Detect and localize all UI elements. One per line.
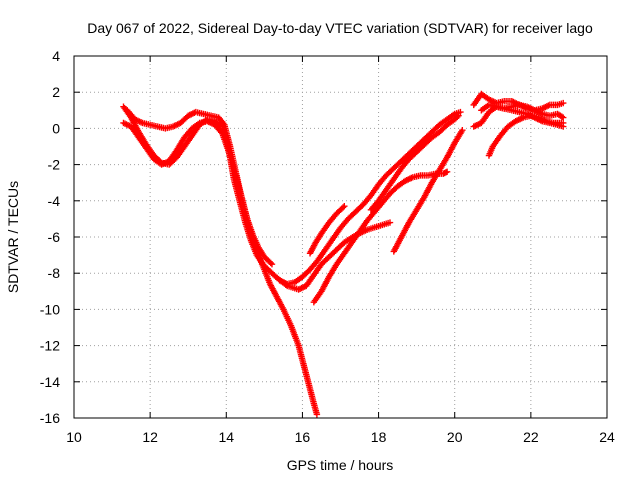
x-tick-label: 18 <box>371 429 387 445</box>
series-track-8 <box>367 112 462 214</box>
data-point <box>560 114 567 121</box>
x-tick-label: 24 <box>599 429 615 445</box>
y-tick-label: -16 <box>40 410 60 426</box>
x-tick-label: 12 <box>142 429 158 445</box>
x-tick-label: 14 <box>218 429 234 445</box>
data-point <box>339 204 347 211</box>
data-point <box>455 112 462 119</box>
series-track-3 <box>124 107 276 268</box>
series-track-7 <box>390 127 466 255</box>
y-tick-label: -12 <box>40 338 60 354</box>
x-tick-label: 16 <box>295 429 311 445</box>
data-point <box>313 411 321 418</box>
data-point <box>443 168 451 176</box>
data-point <box>560 99 567 107</box>
data-point <box>560 119 567 127</box>
y-axis-label: SDTVAR / TECUs <box>5 181 21 293</box>
x-axis-label: GPS time / hours <box>287 457 394 473</box>
series-track-12 <box>478 101 567 121</box>
y-tick-label: 4 <box>52 48 60 64</box>
series-track-4 <box>276 108 464 288</box>
data-point <box>386 219 394 226</box>
series-track-11 <box>485 112 567 159</box>
data-points <box>120 90 567 418</box>
data-point <box>268 260 276 268</box>
data-point <box>454 113 461 121</box>
y-tick-label: -14 <box>40 374 60 390</box>
chart-title: Day 067 of 2022, Sidereal Day-to-day VTE… <box>87 20 593 36</box>
series-track-5 <box>306 203 348 257</box>
y-tick-label: -2 <box>48 157 61 173</box>
data-point <box>267 259 274 267</box>
x-tick-label: 22 <box>523 429 539 445</box>
y-tick-label: -4 <box>48 193 61 209</box>
data-point <box>341 203 348 210</box>
y-tick-label: 0 <box>52 120 60 136</box>
data-point <box>459 127 466 134</box>
y-tick-label: -10 <box>40 301 60 317</box>
y-tick-label: 2 <box>52 84 60 100</box>
x-tick-label: 20 <box>447 429 463 445</box>
x-tick-label: 10 <box>66 429 82 445</box>
y-tick-label: -8 <box>48 265 61 281</box>
data-point <box>457 108 464 116</box>
series-track-6 <box>310 168 451 306</box>
y-tick-label: -6 <box>48 229 61 245</box>
series-track-1 <box>120 103 394 293</box>
data-point <box>558 113 565 120</box>
